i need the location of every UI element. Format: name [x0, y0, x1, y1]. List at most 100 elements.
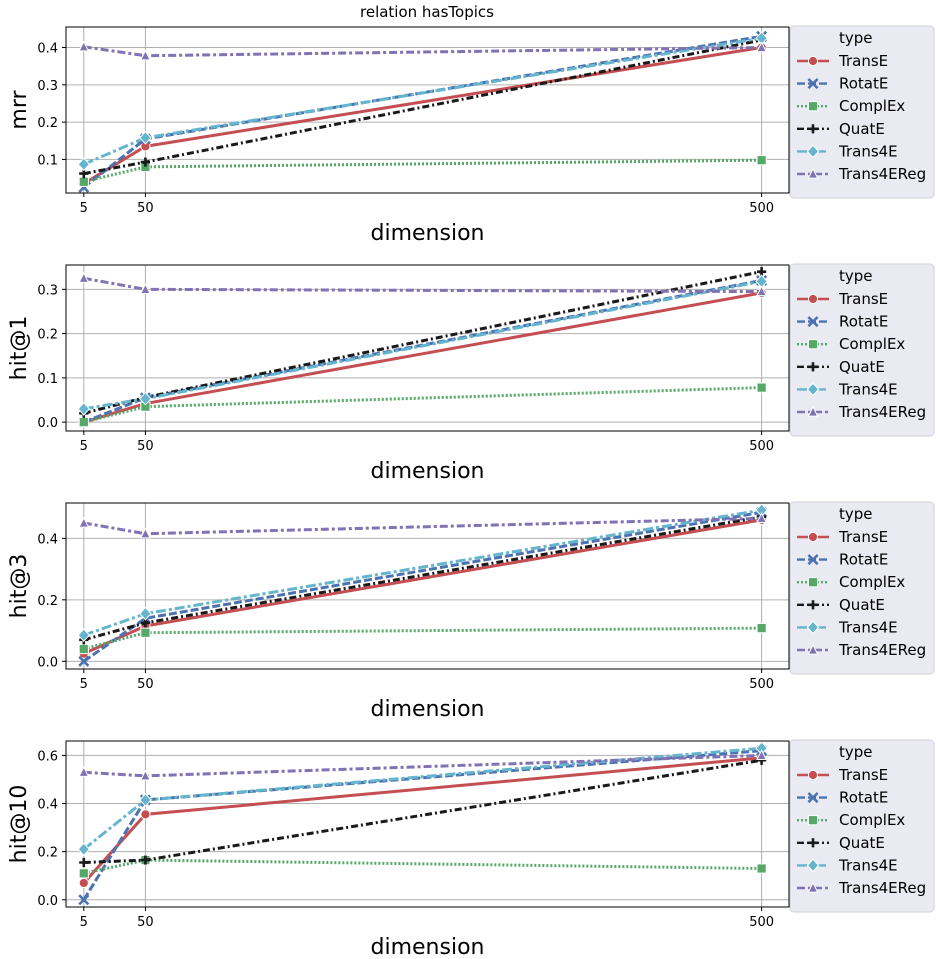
- series-line: [83, 626, 762, 651]
- legend-item-quate: QuatE: [797, 596, 885, 614]
- data-point-marker: [140, 157, 151, 167]
- data-point-marker: [77, 157, 91, 172]
- x-tick-label: 50: [137, 439, 154, 454]
- data-point-marker: [78, 272, 90, 283]
- legend-title: type: [839, 29, 873, 47]
- series-line: [83, 516, 762, 536]
- data-point-marker: [756, 285, 768, 297]
- data-point-marker: [140, 283, 151, 294]
- x-axis-label: dimension: [371, 935, 485, 959]
- y-tick-label: 0.2: [37, 116, 58, 131]
- data-point-marker: [756, 41, 768, 53]
- data-point-marker: [140, 527, 151, 539]
- data-point-marker: [139, 606, 152, 621]
- data-point-marker: [140, 855, 151, 865]
- legend-marker: [807, 405, 819, 417]
- data-point-marker: [77, 842, 91, 857]
- y-tick-label: 0.4: [37, 798, 58, 813]
- legend-item-complex: ComplEx: [797, 811, 905, 829]
- legend-item-trans4ereg: Trans4EReg: [797, 641, 926, 659]
- legend-item-complex: ComplEx: [797, 573, 905, 591]
- series-complex: [78, 155, 767, 187]
- data-point-marker: [756, 863, 767, 874]
- x-tick-label: 5: [80, 677, 88, 692]
- series-trans4e: [77, 31, 768, 172]
- legend-marker: [807, 101, 819, 112]
- legend-marker: [808, 600, 818, 610]
- y-tick-label: 0.2: [37, 328, 58, 343]
- y-tick-label: 0.2: [37, 846, 58, 861]
- legend-label: Trans4EReg: [838, 879, 926, 897]
- x-tick-label: 500: [749, 201, 774, 216]
- legend-label: TransE: [838, 528, 888, 546]
- legend-item-trans4e: Trans4E: [797, 618, 898, 636]
- data-point-marker: [756, 155, 767, 166]
- x-axis-label: dimension: [371, 221, 485, 246]
- axes-frame: [65, 26, 790, 194]
- data-point-marker: [78, 868, 89, 879]
- legend-item-trans4e: Trans4E: [797, 856, 898, 874]
- data-point-marker: [756, 623, 767, 634]
- legend-title: type: [839, 505, 873, 523]
- y-tick-label: 0.3: [37, 283, 58, 298]
- legend-marker: [806, 620, 820, 635]
- series-line: [82, 510, 762, 663]
- legend-item-trans4ereg: Trans4EReg: [797, 165, 926, 183]
- legend-item-complex: ComplEx: [797, 335, 905, 353]
- axes-frame: [65, 502, 790, 670]
- series-rotate: [78, 506, 768, 667]
- legend: type TransE RotatE ComplEx QuatE Trans4E Trans…: [789, 25, 935, 199]
- legend-marker: [808, 838, 818, 848]
- data-point-marker: [140, 809, 151, 820]
- legend-item-trans4e: Trans4E: [797, 142, 898, 160]
- y-tick-label: 0.0: [37, 894, 58, 909]
- legend-marker: [807, 293, 819, 305]
- legend-marker: [807, 339, 819, 350]
- x-axis-label: dimension: [371, 697, 485, 722]
- y-tick-label: 0.2: [37, 594, 58, 609]
- data-point-marker: [78, 417, 89, 428]
- legend-item-rotate: RotatE: [797, 551, 888, 569]
- axes-frame: [65, 264, 790, 432]
- legend-box: [789, 501, 935, 675]
- data-point-marker: [139, 793, 152, 807]
- series-line: [82, 749, 762, 901]
- legend-item-rotate: RotatE: [797, 789, 888, 807]
- legend-label: Trans4EReg: [838, 641, 926, 659]
- legend-item-rotate: RotatE: [797, 75, 888, 93]
- legend-label: Trans4E: [838, 142, 898, 160]
- data-point-marker: [139, 391, 152, 406]
- legend-marker: [807, 815, 819, 826]
- x-tick-label: 50: [137, 915, 154, 930]
- series-line: [83, 279, 762, 424]
- chart-title: relation hasTopics: [360, 3, 494, 21]
- legend-label: QuatE: [839, 596, 885, 614]
- x-tick-label: 500: [749, 439, 774, 454]
- series-trans4ereg: [78, 512, 768, 539]
- legend-label: ComplEx: [839, 97, 905, 115]
- legend-item-quate: QuatE: [797, 120, 885, 138]
- series-line: [83, 518, 762, 655]
- data-point-marker: [78, 877, 89, 889]
- x-tick-label: 5: [80, 439, 88, 454]
- legend-marker: [807, 643, 819, 655]
- series-rotate: [78, 745, 768, 906]
- legend-marker: [806, 382, 820, 397]
- x-tick-label: 50: [137, 677, 154, 692]
- y-tick-label: 0.0: [37, 416, 58, 431]
- y-tick-label: 0.4: [37, 42, 58, 57]
- legend-marker: [807, 792, 819, 804]
- series-trans4e: [77, 274, 768, 416]
- data-point-marker: [140, 49, 151, 61]
- legend-title: type: [839, 743, 873, 761]
- legend-marker: [806, 144, 820, 159]
- legend-marker: [807, 316, 819, 328]
- legend-label: TransE: [838, 766, 888, 784]
- legend-item-transe: TransE: [797, 766, 888, 784]
- legend-marker: [807, 531, 819, 543]
- legend-marker: [807, 55, 819, 67]
- data-point-marker: [78, 40, 90, 52]
- series-transe: [78, 514, 767, 659]
- legend-box: [789, 25, 935, 199]
